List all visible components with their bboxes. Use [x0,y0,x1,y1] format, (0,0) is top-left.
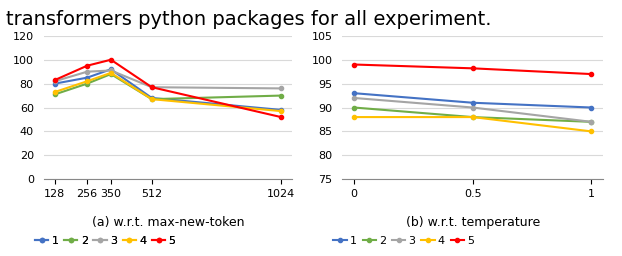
5 [148,86,156,89]
Line: 2: 2 [352,105,593,124]
3 [148,86,156,89]
1 [148,97,156,100]
Line: 5: 5 [53,58,283,119]
5 [277,115,285,119]
Line: 3: 3 [352,96,593,124]
2 [588,120,595,123]
4 [277,110,285,113]
Text: (a) w.r.t. max-new-token: (a) w.r.t. max-new-token [91,216,244,229]
1 [107,68,114,71]
4 [350,115,358,119]
Line: 5: 5 [352,62,593,76]
2 [277,94,285,97]
1 [51,82,58,85]
1 [350,92,358,95]
3 [107,69,114,72]
2 [83,82,91,85]
3 [469,106,476,109]
Line: 1: 1 [352,91,593,110]
1 [83,76,91,79]
3 [588,120,595,123]
3 [83,70,91,73]
3 [350,97,358,100]
2 [350,106,358,109]
2 [148,98,156,101]
5 [107,58,114,61]
5 [51,79,58,82]
2 [107,72,114,76]
Legend: 1, 2, 3, 4, 5: 1, 2, 3, 4, 5 [30,232,180,250]
5 [588,72,595,76]
1 [588,106,595,109]
Text: transformers python packages for all experiment.: transformers python packages for all exp… [6,10,492,29]
Line: 2: 2 [53,72,283,101]
Line: 1: 1 [53,67,283,112]
Text: (b) w.r.t. temperature: (b) w.r.t. temperature [406,216,540,229]
Legend: 1, 2, 3, 4, 5: 1, 2, 3, 4, 5 [329,232,479,250]
2 [51,93,58,96]
4 [469,115,476,119]
4 [148,98,156,101]
3 [277,87,285,90]
Line: 4: 4 [352,115,593,133]
1 [277,108,285,111]
4 [83,80,91,83]
5 [350,63,358,66]
1 [469,101,476,104]
3 [51,80,58,83]
Line: 4: 4 [53,71,283,113]
5 [469,67,476,70]
5 [83,64,91,67]
4 [588,130,595,133]
Line: 3: 3 [53,68,283,90]
4 [107,71,114,74]
2 [469,115,476,119]
4 [51,90,58,93]
